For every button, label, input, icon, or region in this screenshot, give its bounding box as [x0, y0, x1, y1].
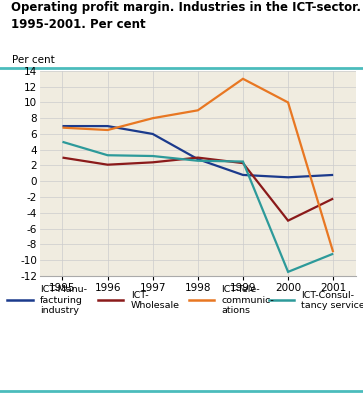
- Text: ICT-Manu-
facturing
industry: ICT-Manu- facturing industry: [40, 285, 87, 315]
- Text: ICT-
Wholesale: ICT- Wholesale: [131, 291, 180, 310]
- Text: ICT-Tele-
communic-
ations: ICT-Tele- communic- ations: [221, 285, 274, 315]
- Text: Per cent: Per cent: [12, 55, 54, 65]
- Text: ICT-Consul-
tancy services: ICT-Consul- tancy services: [301, 291, 363, 310]
- Text: Operating profit margin. Industries in the ICT-sector.
1995-2001. Per cent: Operating profit margin. Industries in t…: [11, 2, 361, 31]
